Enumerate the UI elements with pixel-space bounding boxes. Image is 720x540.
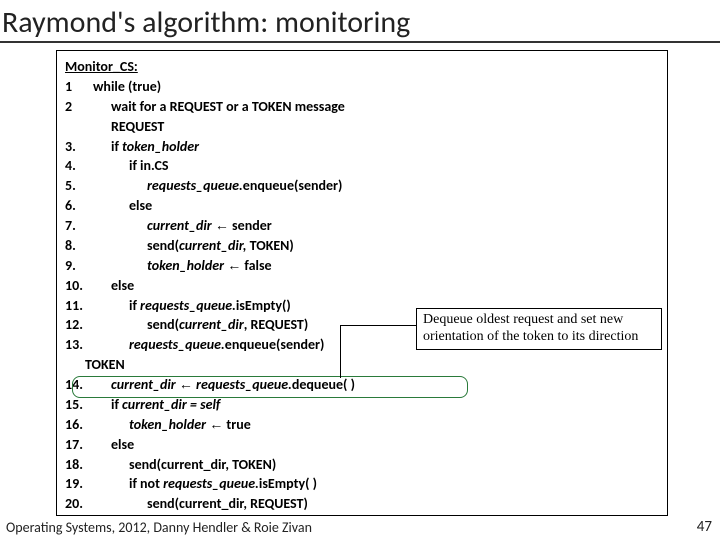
connector-vertical: [340, 325, 341, 378]
footer-text: Operating Systems, 2012, Danny Hendler &…: [6, 519, 312, 536]
code-line: 19.if not requests_queue.isEmpty( ): [65, 474, 659, 494]
code-line: 20.send(current_dir, REQUEST): [65, 494, 659, 514]
code-line: REQUEST: [65, 117, 659, 137]
annotation-line1: Dequeue oldest request and set new: [423, 312, 623, 327]
code-header: Monitor_CS:: [65, 57, 659, 77]
code-line: 17.else: [65, 435, 659, 455]
code-line: 16.token_holder ← true: [65, 415, 659, 435]
code-line: 7.current_dir ← sender: [65, 216, 659, 236]
code-lines-container: 1while (true)2wait for a REQUEST or a TO…: [65, 77, 659, 514]
page-number: 47: [697, 518, 712, 536]
connector-horizontal: [340, 325, 416, 326]
code-line: 3.if token_holder: [65, 137, 659, 157]
annotation-callout: Dequeue oldest request and set new orien…: [416, 308, 662, 350]
code-line: 1while (true): [65, 77, 659, 97]
code-line: 18.send(current_dir, TOKEN): [65, 455, 659, 475]
code-line: 10.else: [65, 276, 659, 296]
code-line: 8.send(current_dir, TOKEN): [65, 236, 659, 256]
code-box: Monitor_CS: 1while (true)2wait for a REQ…: [56, 50, 668, 516]
annotation-line2: orientation of the token to its directio…: [423, 329, 638, 344]
code-line: 2wait for a REQUEST or a TOKEN message: [65, 97, 659, 117]
code-line: 5.requests_queue.enqueue(sender): [65, 176, 659, 196]
code-line: 9.token_holder ← false: [65, 256, 659, 276]
code-line: 6.else: [65, 196, 659, 216]
slide-title: Raymond's algorithm: monitoring: [0, 0, 720, 43]
highlight-line-14: [72, 376, 468, 398]
code-line: TOKEN: [65, 355, 659, 375]
code-line: 4.if in.CS: [65, 156, 659, 176]
